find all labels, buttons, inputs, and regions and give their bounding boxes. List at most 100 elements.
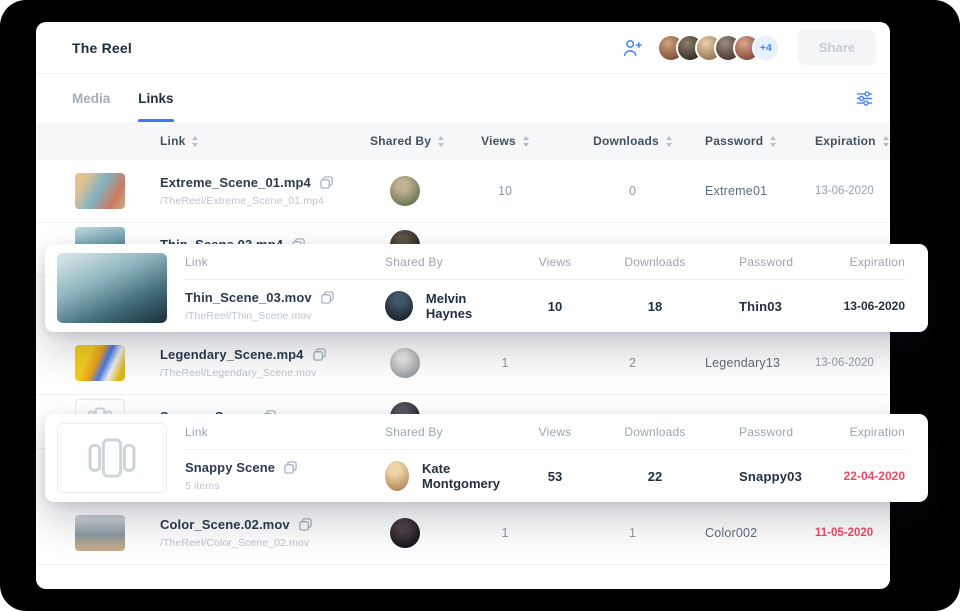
downloads-value: 1	[629, 526, 636, 540]
item-count: 5 items	[185, 480, 220, 492]
file-name: Extreme_Scene_01.mp4	[160, 175, 311, 190]
table-row[interactable]: Color_Scene.02.mov /TheReel/Color_Scene_…	[36, 502, 890, 565]
collaborator-avatars: +4	[656, 33, 780, 62]
file-name: Snappy Scene	[185, 460, 276, 475]
table-header: Link Shared By Views Downloads Password …	[36, 122, 890, 160]
file-name: Color_Scene.02.mov	[160, 517, 290, 532]
add-collaborator-button[interactable]	[621, 37, 643, 59]
avatar-overflow-badge[interactable]: +4	[751, 33, 780, 62]
file-thumbnail	[75, 345, 125, 381]
password-value: Snappy03	[739, 468, 803, 484]
file-name: Legendary_Scene.mp4	[160, 347, 304, 362]
avatar	[390, 176, 420, 206]
expiration-value: 13-06-2020	[815, 185, 874, 197]
column-header-views[interactable]: Views	[450, 134, 560, 148]
column-label-expiration: Expiration	[849, 254, 905, 269]
shared-by-name: Melvin Haynes	[425, 291, 473, 321]
sliders-icon	[856, 90, 873, 106]
column-label-shared-by: Shared By	[385, 254, 443, 269]
column-label-views: Views	[538, 424, 572, 439]
column-label-shared-by: Shared By	[385, 424, 443, 439]
column-label: Downloads	[593, 134, 659, 148]
expiration-value: 13-06-2020	[815, 357, 874, 369]
card-values: Thin_Scene_03.mov /TheReel/Thin_Scene.mo…	[185, 280, 905, 332]
sort-icon[interactable]	[882, 135, 889, 147]
views-value: 10	[547, 298, 563, 314]
password-value: Color002	[705, 526, 758, 540]
column-label: Password	[705, 134, 764, 148]
avatar	[390, 348, 420, 378]
collection-icon	[88, 438, 136, 478]
file-path: /TheReel/Thin_Scene.mov	[185, 310, 312, 322]
page-title: The Reel	[72, 39, 132, 56]
password-value: Extreme01	[705, 184, 768, 198]
column-header-expiration[interactable]: Expiration	[805, 134, 890, 148]
file-name: Thin_Scene_03.mov	[185, 290, 312, 305]
link-row-card[interactable]: Link Shared By Views Downloads Password …	[45, 244, 928, 332]
views-value: 53	[547, 468, 563, 484]
avatar	[390, 518, 420, 548]
expiration-value: 11-05-2020	[815, 527, 874, 539]
filter-button[interactable]	[855, 89, 874, 108]
column-header-shared-by[interactable]: Shared By	[370, 134, 450, 148]
tab-links[interactable]: Links	[138, 74, 174, 122]
expiration-value: 22-04-2020	[843, 469, 905, 483]
file-thumbnail	[75, 515, 125, 551]
column-label-expiration: Expiration	[849, 424, 905, 439]
share-button[interactable]: Share	[797, 30, 876, 65]
sort-icon[interactable]	[770, 135, 777, 147]
shared-by-name: Kate Montgomery	[422, 461, 501, 491]
views-value: 1	[501, 356, 509, 370]
card-column-headers: Link Shared By Views Downloads Password …	[185, 244, 905, 280]
avatar	[385, 461, 410, 491]
header: The Reel +4 Share	[36, 22, 890, 74]
views-value: 10	[498, 184, 512, 198]
column-label: Expiration	[815, 134, 876, 148]
views-value: 1	[501, 526, 509, 540]
file-thumbnail	[75, 173, 125, 209]
card-values: Snappy Scene 5 items Kate Montgomery 53 …	[185, 450, 905, 502]
collection-thumbnail	[57, 423, 167, 493]
link-row-card[interactable]: Link Shared By Views Downloads Password …	[45, 414, 928, 502]
downloads-value: 22	[647, 468, 663, 484]
column-label-downloads: Downloads	[624, 254, 686, 269]
column-label-password: Password	[739, 254, 794, 269]
column-header-downloads[interactable]: Downloads	[560, 134, 705, 148]
sort-icon[interactable]	[438, 135, 445, 147]
column-label-link: Link	[185, 254, 208, 269]
column-label-password: Password	[739, 424, 794, 439]
column-label-views: Views	[538, 254, 572, 269]
expiration-value: 13-06-2020	[843, 299, 905, 313]
copy-link-icon[interactable]	[321, 291, 334, 304]
table-row[interactable]: Extreme_Scene_01.mp4 /TheReel/Extreme_Sc…	[36, 160, 890, 223]
header-actions: +4 Share	[621, 30, 876, 65]
table-row[interactable]: Legendary_Scene.mp4 /TheReel/Legendary_S…	[36, 332, 890, 395]
tab-bar: Media Links	[36, 74, 890, 122]
file-thumbnail	[57, 253, 167, 323]
sort-icon[interactable]	[192, 135, 199, 147]
downloads-value: 18	[647, 298, 663, 314]
file-path: /TheReel/Legendary_Scene.mov	[160, 367, 317, 379]
column-header-link[interactable]: Link	[160, 134, 370, 148]
column-header-password[interactable]: Password	[705, 134, 805, 148]
copy-link-icon[interactable]	[312, 348, 326, 361]
downloads-value: 2	[629, 356, 636, 370]
copy-link-icon[interactable]	[320, 176, 333, 189]
copy-link-icon[interactable]	[284, 461, 297, 474]
sort-icon[interactable]	[522, 135, 529, 147]
downloads-value: 0	[629, 184, 636, 198]
copy-link-icon[interactable]	[299, 518, 312, 531]
column-label-downloads: Downloads	[624, 424, 686, 439]
column-label: Link	[160, 134, 186, 148]
person-add-icon	[623, 39, 642, 56]
file-path: /TheReel/Color_Scene_02.mov	[160, 537, 310, 549]
file-path: /TheReel/Extreme_Scene_01.mp4	[160, 195, 324, 207]
column-label: Shared By	[370, 134, 432, 148]
password-value: Thin03	[739, 298, 783, 314]
password-value: Legendary13	[705, 356, 781, 370]
tab-media[interactable]: Media	[72, 90, 111, 106]
column-label: Views	[481, 134, 516, 148]
sort-icon[interactable]	[665, 135, 672, 147]
card-column-headers: Link Shared By Views Downloads Password …	[185, 414, 905, 450]
